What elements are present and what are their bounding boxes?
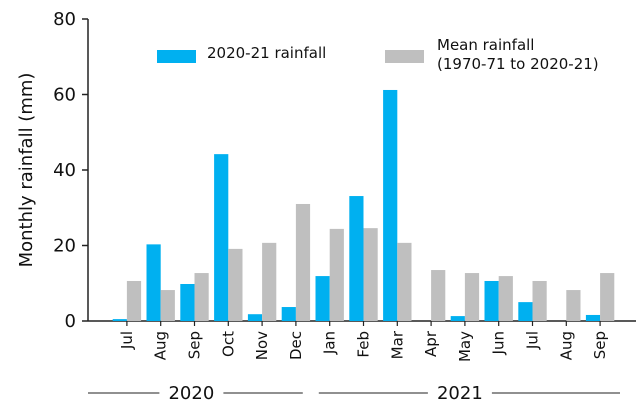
bar (431, 270, 446, 321)
y-axis-label: Monthly rainfall (mm) (16, 73, 37, 268)
x-tick-label: Jun (490, 331, 508, 355)
y-tick-label: 60 (53, 85, 76, 106)
bar (126, 280, 142, 321)
bar (532, 280, 547, 321)
bar (498, 276, 513, 321)
x-tick-label: May (456, 331, 474, 362)
y-tick-label: 40 (53, 160, 76, 181)
bar (228, 248, 243, 321)
legend-label: 2020-21 rainfall (207, 44, 327, 62)
bar (566, 290, 581, 321)
group-label: 2020 (168, 383, 214, 404)
bar (214, 154, 229, 321)
bar (518, 302, 533, 321)
x-tick-label: Sep (186, 331, 204, 359)
bar (383, 89, 398, 321)
bar (194, 273, 209, 321)
group-label: 2021 (437, 383, 483, 404)
bar (281, 307, 296, 321)
bar (329, 228, 344, 321)
x-tick-label: Nov (253, 331, 271, 360)
y-tick-label: 0 (65, 311, 76, 332)
bar (295, 203, 311, 321)
legend-label: Mean rainfall (1970-71 to 2020-21) (437, 36, 599, 73)
bar (262, 242, 277, 321)
x-tick-label: Jan (321, 331, 339, 355)
bar (247, 314, 263, 321)
bar (146, 244, 161, 321)
x-tick-label: Oct (219, 331, 237, 357)
y-tick-label: 80 (53, 9, 76, 30)
legend-swatch (157, 50, 196, 63)
bar (450, 316, 465, 321)
bar (585, 314, 601, 321)
x-tick-label: Jul (118, 331, 136, 350)
x-tick-label: Apr (422, 330, 440, 357)
legend-swatch (385, 50, 424, 63)
bar (160, 290, 175, 321)
bar (112, 319, 127, 321)
x-tick-label: Dec (287, 331, 305, 360)
x-tick-label: Jul (524, 331, 542, 350)
x-tick-label: Aug (557, 331, 575, 360)
bar (464, 273, 480, 321)
bar (315, 276, 330, 321)
x-tick-label: Aug (152, 331, 170, 360)
x-tick-label: Feb (355, 331, 373, 358)
x-tick-label: Sep (591, 331, 609, 359)
bar (180, 284, 195, 321)
x-tick-label: Mar (388, 330, 406, 359)
bar (397, 242, 412, 321)
bar (600, 273, 615, 321)
y-tick-label: 20 (53, 236, 76, 257)
bar (484, 280, 499, 321)
bar (363, 228, 378, 321)
bar (349, 196, 364, 321)
